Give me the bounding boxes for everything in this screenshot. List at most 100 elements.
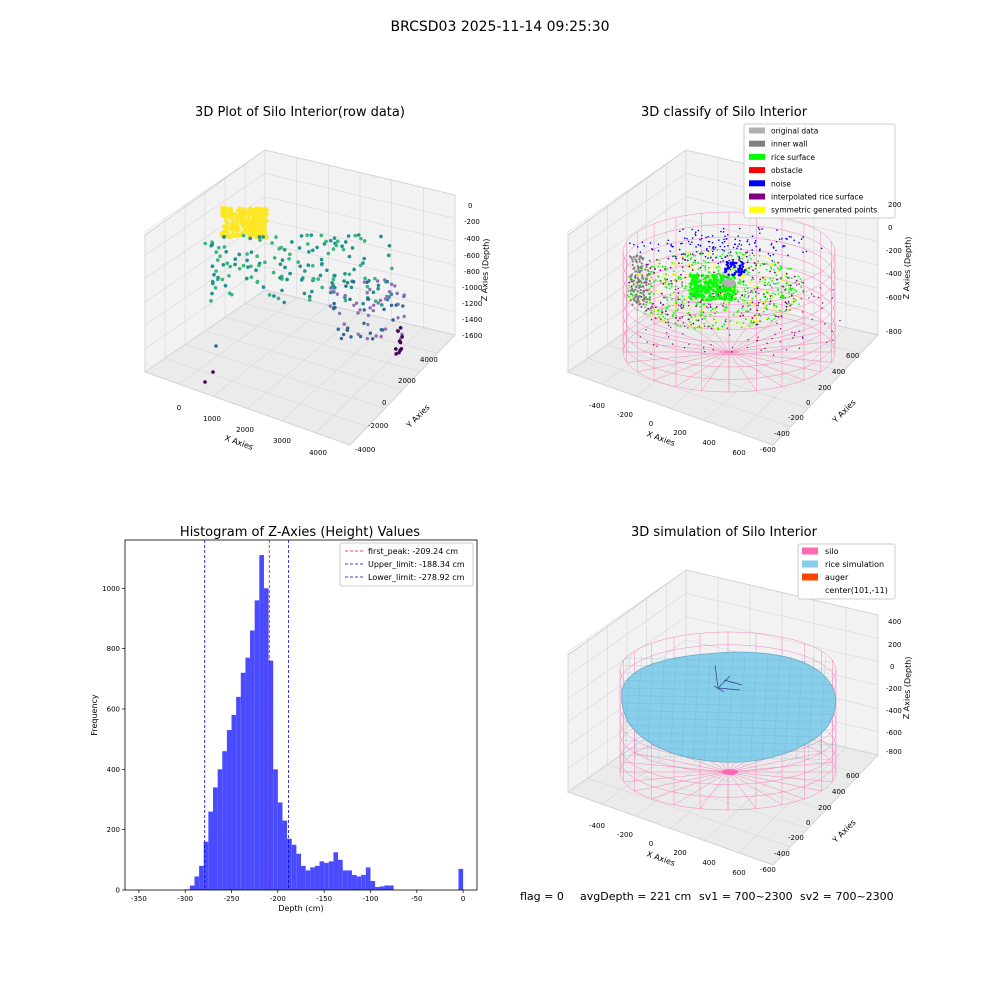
classify-point: [754, 239, 757, 242]
classify-point: [645, 309, 648, 312]
raw-point: [336, 239, 340, 244]
histogram-bar: [347, 870, 352, 890]
histogram-bar: [338, 859, 343, 890]
classify-point: [726, 327, 729, 329]
raw-point: [370, 337, 375, 341]
classify-point: [753, 254, 755, 257]
classify-point: [779, 341, 782, 343]
classify-point: [695, 284, 699, 288]
histogram-bar: [319, 861, 325, 890]
raw-point: [237, 206, 242, 211]
classify-point: [693, 327, 696, 330]
classify-point: [729, 251, 732, 253]
classify-point: [647, 307, 650, 310]
classify-point: [747, 339, 749, 341]
classify-point: [677, 288, 679, 290]
raw-point: [383, 278, 387, 282]
raw-point: [218, 254, 222, 259]
raw-point: [344, 284, 348, 288]
classify-point: [692, 254, 695, 257]
classify-point: [731, 293, 735, 297]
classify-point: [704, 325, 706, 327]
classify-point: [669, 250, 672, 252]
classify-point: [672, 291, 675, 294]
raw-point: [325, 268, 329, 273]
classify-point: [741, 275, 744, 278]
classify-point: [723, 323, 726, 326]
classify-point: [636, 290, 639, 293]
raw-point: [342, 279, 346, 283]
classify-point: [751, 319, 754, 322]
raw-point: [272, 256, 277, 260]
classify-point: [771, 337, 773, 340]
raw-point: [396, 316, 400, 320]
classify-point: [704, 268, 707, 271]
classify-point: [782, 297, 784, 300]
classify-point: [788, 235, 791, 238]
raw-point: [246, 265, 250, 269]
classify-point: [702, 264, 704, 267]
classify-point: [709, 304, 712, 306]
classify-point: [694, 259, 696, 262]
classify-point: [738, 268, 741, 271]
raw-x-tick: 4000: [309, 449, 327, 457]
classify-point: [732, 246, 735, 249]
raw-point: [222, 235, 226, 239]
classify-point: [696, 320, 699, 323]
raw-point: [398, 340, 403, 345]
rice-surface-mesh-line: [623, 657, 835, 663]
classify-point: [646, 273, 650, 276]
classify-point: [672, 313, 675, 316]
classify-point: [650, 265, 653, 268]
classify-point: [670, 298, 673, 301]
classify-point: [785, 272, 788, 275]
classify-point: [707, 307, 709, 309]
classify-point: [717, 269, 720, 272]
classify-point: [832, 339, 834, 341]
classify-point: [648, 308, 651, 311]
classify-point: [632, 298, 635, 301]
histogram-x-tick-label: -350: [131, 895, 147, 903]
classify-point: [704, 255, 707, 258]
raw-point: [209, 299, 213, 303]
raw-x-tick: 1000: [203, 415, 221, 423]
classify-point: [698, 289, 702, 293]
classify-point: [784, 287, 787, 290]
classify-point: [681, 255, 684, 258]
classify-point: [674, 255, 677, 258]
raw-point: [303, 269, 307, 273]
classify-point: [731, 259, 734, 261]
classify-point: [689, 272, 692, 275]
classify-point: [629, 299, 632, 302]
classify-point: [683, 346, 686, 349]
raw-point: [311, 263, 315, 268]
classify-point: [722, 279, 736, 287]
classify-point: [757, 227, 760, 229]
raw-point: [221, 263, 226, 267]
classify-point: [676, 296, 679, 299]
classify-point: [683, 298, 686, 301]
classify-point: [745, 255, 748, 258]
classify-point: [731, 268, 733, 270]
classify-point: [636, 265, 639, 268]
classify-point: [704, 315, 707, 318]
classify-point: [670, 279, 673, 282]
classify-point: [711, 250, 714, 253]
classify-point: [702, 278, 705, 281]
classify-point: [699, 254, 702, 257]
classify-point: [738, 243, 741, 245]
classify-point: [665, 310, 667, 312]
classify-point: [648, 298, 651, 301]
simulation-ylabel: Y Axies: [830, 818, 858, 846]
classify-point: [685, 297, 688, 300]
classify-point: [642, 285, 645, 288]
classify-point: [765, 300, 768, 303]
raw-point: [212, 272, 216, 277]
cls-y-tick: -400: [774, 430, 790, 438]
classify-point: [669, 282, 671, 285]
silo-bottom-hub: [722, 769, 738, 775]
classify-point: [784, 289, 786, 291]
classify-point: [645, 304, 647, 306]
classify-point: [785, 309, 788, 311]
classify-point: [787, 300, 790, 303]
